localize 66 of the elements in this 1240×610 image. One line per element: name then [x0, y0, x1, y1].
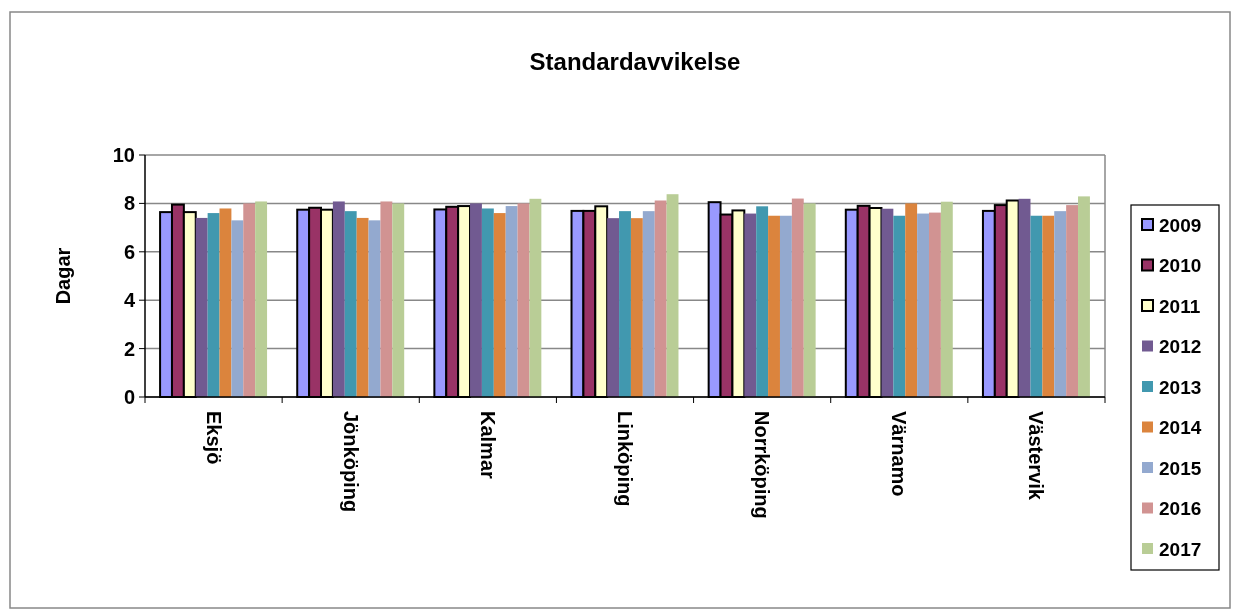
legend-label: 2011: [1159, 295, 1201, 317]
bar: [744, 213, 757, 397]
legend-label: 2015: [1159, 457, 1202, 479]
bar: [905, 203, 918, 397]
bar: [380, 201, 393, 397]
bar: [1042, 215, 1055, 397]
legend-label: 2013: [1159, 376, 1202, 398]
legend-label: 2012: [1159, 336, 1202, 358]
y-axis-title: Dagar: [52, 247, 74, 305]
x-tick-label: Västervik: [1025, 411, 1048, 501]
x-tick-label: Linköping: [614, 411, 636, 507]
bar: [619, 211, 631, 397]
bar: [517, 203, 530, 397]
y-tick-label: 0: [123, 386, 135, 408]
chart-title: Standardavvikelse: [529, 48, 741, 75]
bar: [195, 217, 208, 397]
bar: [1018, 198, 1031, 397]
bar: [893, 215, 906, 397]
bar: [642, 211, 655, 397]
legend-label: 2009: [1159, 214, 1202, 236]
legend-label: 2017: [1159, 538, 1202, 560]
bar: [791, 198, 804, 397]
bar: [481, 208, 494, 397]
x-tick-label: Norrköping: [751, 411, 774, 519]
bar: [768, 215, 780, 397]
bar: [917, 213, 929, 397]
legend-label: 2010: [1159, 255, 1202, 277]
bar: [207, 213, 220, 397]
bar: [231, 220, 244, 397]
bar: [219, 208, 232, 397]
bar: [255, 201, 268, 397]
x-tick-label: Kalmar: [476, 411, 499, 480]
y-tick-label: 4: [123, 289, 136, 312]
bar: [607, 218, 620, 397]
y-tick-label: 10: [112, 144, 135, 166]
bar: [505, 206, 518, 397]
bar: [529, 198, 542, 397]
x-tick-label: Eksjö: [202, 411, 225, 465]
bar: [881, 208, 894, 397]
bar: [1054, 211, 1067, 397]
bar: [1078, 196, 1090, 397]
bar: [1066, 205, 1079, 397]
bar: [630, 218, 643, 397]
bar: [243, 203, 256, 397]
x-tick-label: Jönköping: [339, 411, 362, 513]
bar: [756, 206, 769, 397]
bar: [344, 211, 357, 397]
bar: [654, 200, 667, 397]
legend-label: 2016: [1159, 498, 1202, 520]
y-tick-label: 6: [123, 240, 135, 263]
bar: [1030, 215, 1043, 397]
legend-label: 2014: [1159, 417, 1202, 439]
bar: [470, 203, 482, 397]
y-tick-label: 2: [123, 337, 135, 360]
x-tick-label: Värnamo: [888, 411, 911, 497]
bar: [493, 213, 506, 397]
bar: [356, 217, 369, 397]
bar: [392, 203, 405, 397]
bar: [803, 203, 816, 397]
bar: [779, 215, 792, 397]
y-tick-label: 8: [123, 192, 135, 215]
bar: [940, 201, 953, 397]
bar: [368, 220, 381, 397]
bar: [332, 201, 345, 397]
bar: [929, 212, 941, 397]
bar: [666, 194, 679, 397]
